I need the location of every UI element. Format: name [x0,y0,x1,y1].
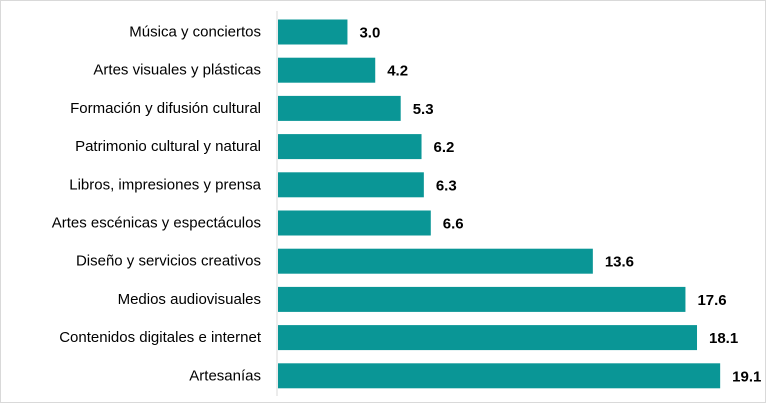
category-label: Artes visuales y plásticas [93,62,261,79]
category-label: Formación y difusión cultural [70,100,261,117]
bar [278,286,686,312]
bar [278,95,401,121]
category-label: Contenidos digitales e internet [59,329,262,346]
category-label: Patrimonio cultural y natural [75,138,261,155]
value-label: 19.1 [732,368,761,385]
bar [278,172,424,198]
category-label: Música y conciertos [129,24,261,41]
category-label: Artesanías [189,367,261,384]
value-label: 6.3 [436,177,457,194]
value-label: 5.3 [413,101,434,118]
bar [278,19,348,45]
value-label: 4.2 [387,63,408,80]
value-label: 3.0 [359,25,380,42]
bar [278,325,698,351]
category-label: Libros, impresiones y prensa [69,176,261,193]
category-label: Diseño y servicios creativos [76,253,261,270]
bar [278,210,431,236]
category-label: Artes escénicas y espectáculos [52,215,261,232]
value-label: 6.6 [443,216,464,233]
bar [278,134,422,160]
category-label: Medios audiovisuales [118,291,261,308]
value-label: 13.6 [605,254,634,271]
value-label: 18.1 [709,330,738,347]
bar [278,363,721,389]
value-label: 6.2 [434,139,455,156]
bar [278,57,376,83]
value-label: 17.6 [697,292,726,309]
bars-layer: Música y conciertos 3.0 Artes visuales y p… [52,19,761,389]
bar [278,248,593,274]
